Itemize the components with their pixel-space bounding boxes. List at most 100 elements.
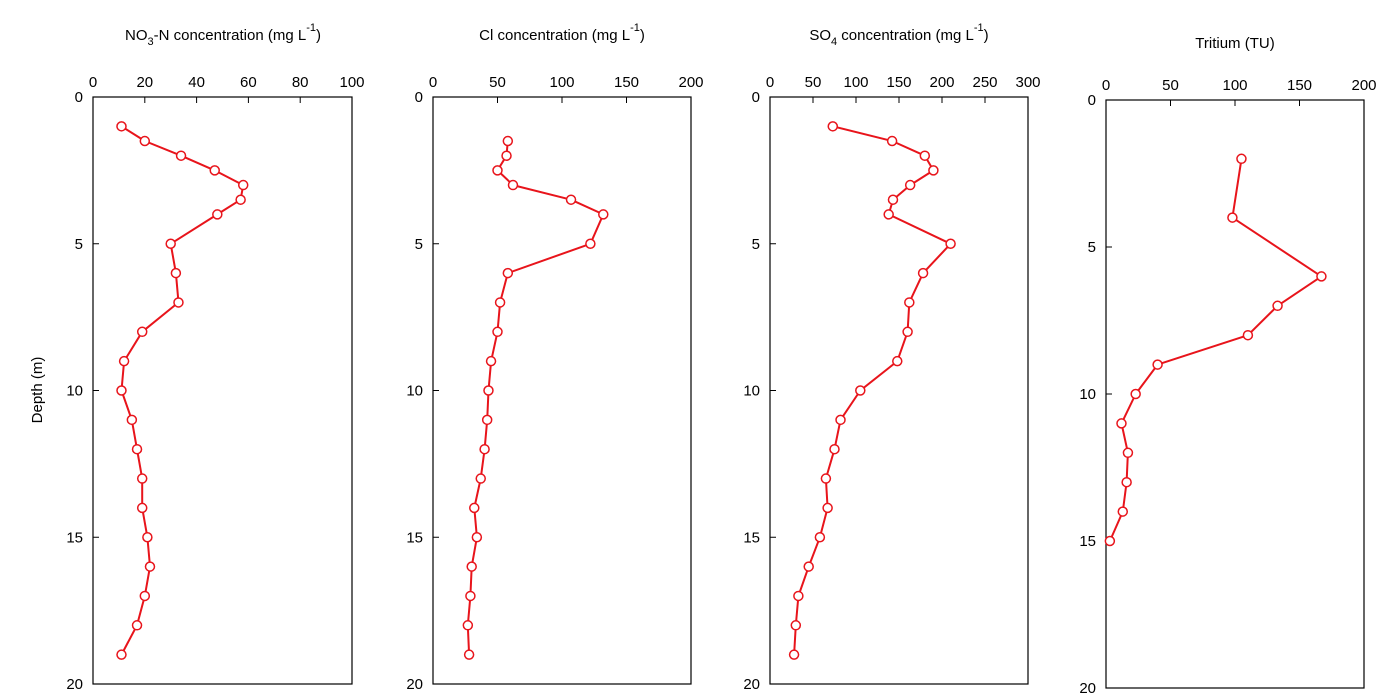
data-point bbox=[598, 209, 609, 220]
y-tick-label: 15 bbox=[406, 529, 423, 546]
data-point bbox=[820, 473, 832, 484]
data-point bbox=[919, 150, 931, 161]
panel-2: 0 50 100 150 200 0 5 10 15 20 Cl concentration (mg… bbox=[406, 22, 703, 693]
data-point bbox=[887, 194, 899, 205]
data-point bbox=[136, 473, 148, 484]
y-tick-label: 20 bbox=[66, 676, 83, 693]
data-point bbox=[886, 135, 898, 147]
y-tick-label: 5 bbox=[75, 236, 83, 253]
x-tick-label: 100 bbox=[549, 74, 574, 91]
y-tick-label: 10 bbox=[406, 383, 423, 400]
data-point bbox=[136, 502, 148, 514]
x-tick-label: 0 bbox=[766, 74, 774, 91]
panel-1: 0 20 40 60 80 100 0 5 10 15 20 NO3-N concentration … bbox=[66, 22, 364, 693]
data-point bbox=[803, 561, 814, 572]
data-point bbox=[945, 238, 956, 249]
y-tick-label: 15 bbox=[1079, 533, 1096, 550]
x-tick-label: 80 bbox=[292, 74, 309, 91]
x-tick-label: 100 bbox=[1222, 77, 1247, 94]
data-point bbox=[1116, 418, 1127, 429]
data-point bbox=[1122, 447, 1134, 459]
data-point bbox=[814, 532, 826, 543]
x-tick-label: 200 bbox=[1351, 77, 1376, 94]
data-point bbox=[835, 414, 846, 426]
data-point bbox=[565, 194, 577, 205]
data-point bbox=[165, 238, 176, 249]
data-point bbox=[1152, 359, 1163, 370]
x-tick-label: 0 bbox=[1102, 77, 1110, 94]
data-point bbox=[118, 355, 130, 367]
data-point bbox=[465, 590, 476, 602]
y-tick-label: 20 bbox=[743, 676, 760, 693]
x-tick-label: 150 bbox=[1287, 77, 1312, 94]
data-point bbox=[479, 443, 490, 455]
data-point bbox=[131, 620, 143, 631]
data-point bbox=[855, 385, 866, 396]
x-tick-label: 100 bbox=[843, 74, 868, 91]
data-point bbox=[142, 532, 153, 543]
data-point bbox=[469, 502, 480, 514]
data-point bbox=[131, 443, 143, 455]
data-point bbox=[485, 355, 497, 367]
y-tick-label: 5 bbox=[415, 236, 423, 253]
x-tick-label: 20 bbox=[136, 74, 153, 91]
data-point bbox=[139, 590, 151, 602]
data-point bbox=[237, 179, 249, 191]
data-point bbox=[793, 590, 804, 602]
data-point bbox=[1117, 506, 1129, 517]
data-point bbox=[209, 165, 220, 176]
y-tick-label: 0 bbox=[415, 89, 423, 106]
data-point bbox=[116, 649, 127, 660]
data-point bbox=[144, 561, 156, 572]
data-point bbox=[471, 532, 483, 543]
y-tick-label: 10 bbox=[743, 383, 760, 400]
y-tick-label: 10 bbox=[1079, 386, 1096, 403]
data-point bbox=[481, 414, 493, 426]
y-tick-label: 5 bbox=[1088, 239, 1096, 256]
series-line bbox=[466, 140, 605, 655]
data-point bbox=[501, 150, 512, 161]
data-point bbox=[1242, 329, 1254, 341]
data-point bbox=[904, 297, 915, 308]
data-point bbox=[136, 326, 148, 338]
y-tick-label: 0 bbox=[75, 89, 83, 106]
data-point bbox=[483, 385, 494, 396]
y-tick-label: 0 bbox=[752, 89, 760, 106]
data-point bbox=[928, 165, 939, 176]
data-point bbox=[1121, 476, 1132, 488]
data-point bbox=[1272, 300, 1283, 312]
data-point bbox=[1227, 212, 1238, 223]
data-point bbox=[788, 649, 800, 660]
data-point bbox=[212, 209, 223, 220]
x-tick-label: 0 bbox=[429, 74, 437, 91]
panel-title: Tritium (TU) bbox=[1195, 35, 1274, 52]
y-tick-label: 20 bbox=[406, 676, 423, 693]
panel-title: SO4 concentration (mg L-1) bbox=[809, 22, 988, 48]
data-point bbox=[492, 326, 503, 338]
data-point bbox=[502, 267, 514, 279]
y-tick-label: 15 bbox=[66, 529, 83, 546]
data-point bbox=[1104, 535, 1116, 547]
data-point bbox=[463, 649, 475, 660]
panel-title: NO3-N concentration (mg L-1) bbox=[125, 22, 321, 48]
data-point bbox=[139, 135, 151, 147]
data-point bbox=[492, 165, 503, 176]
data-point bbox=[507, 179, 519, 191]
x-tick-label: 50 bbox=[489, 74, 506, 91]
x-tick-label: 50 bbox=[805, 74, 822, 91]
series-line bbox=[793, 125, 952, 655]
panel-title: Cl concentration (mg L-1) bbox=[479, 22, 645, 44]
data-point bbox=[790, 620, 802, 631]
data-point bbox=[1236, 153, 1247, 165]
x-tick-label: 50 bbox=[1162, 77, 1179, 94]
data-point bbox=[883, 209, 894, 220]
y-tick-label: 20 bbox=[1079, 680, 1096, 697]
data-point bbox=[917, 267, 929, 279]
data-point bbox=[822, 502, 833, 514]
y-tick-label: 15 bbox=[743, 529, 760, 546]
data-point bbox=[902, 326, 913, 338]
plot-frame bbox=[1105, 99, 1365, 689]
data-point bbox=[175, 150, 187, 161]
data-point bbox=[116, 121, 127, 132]
